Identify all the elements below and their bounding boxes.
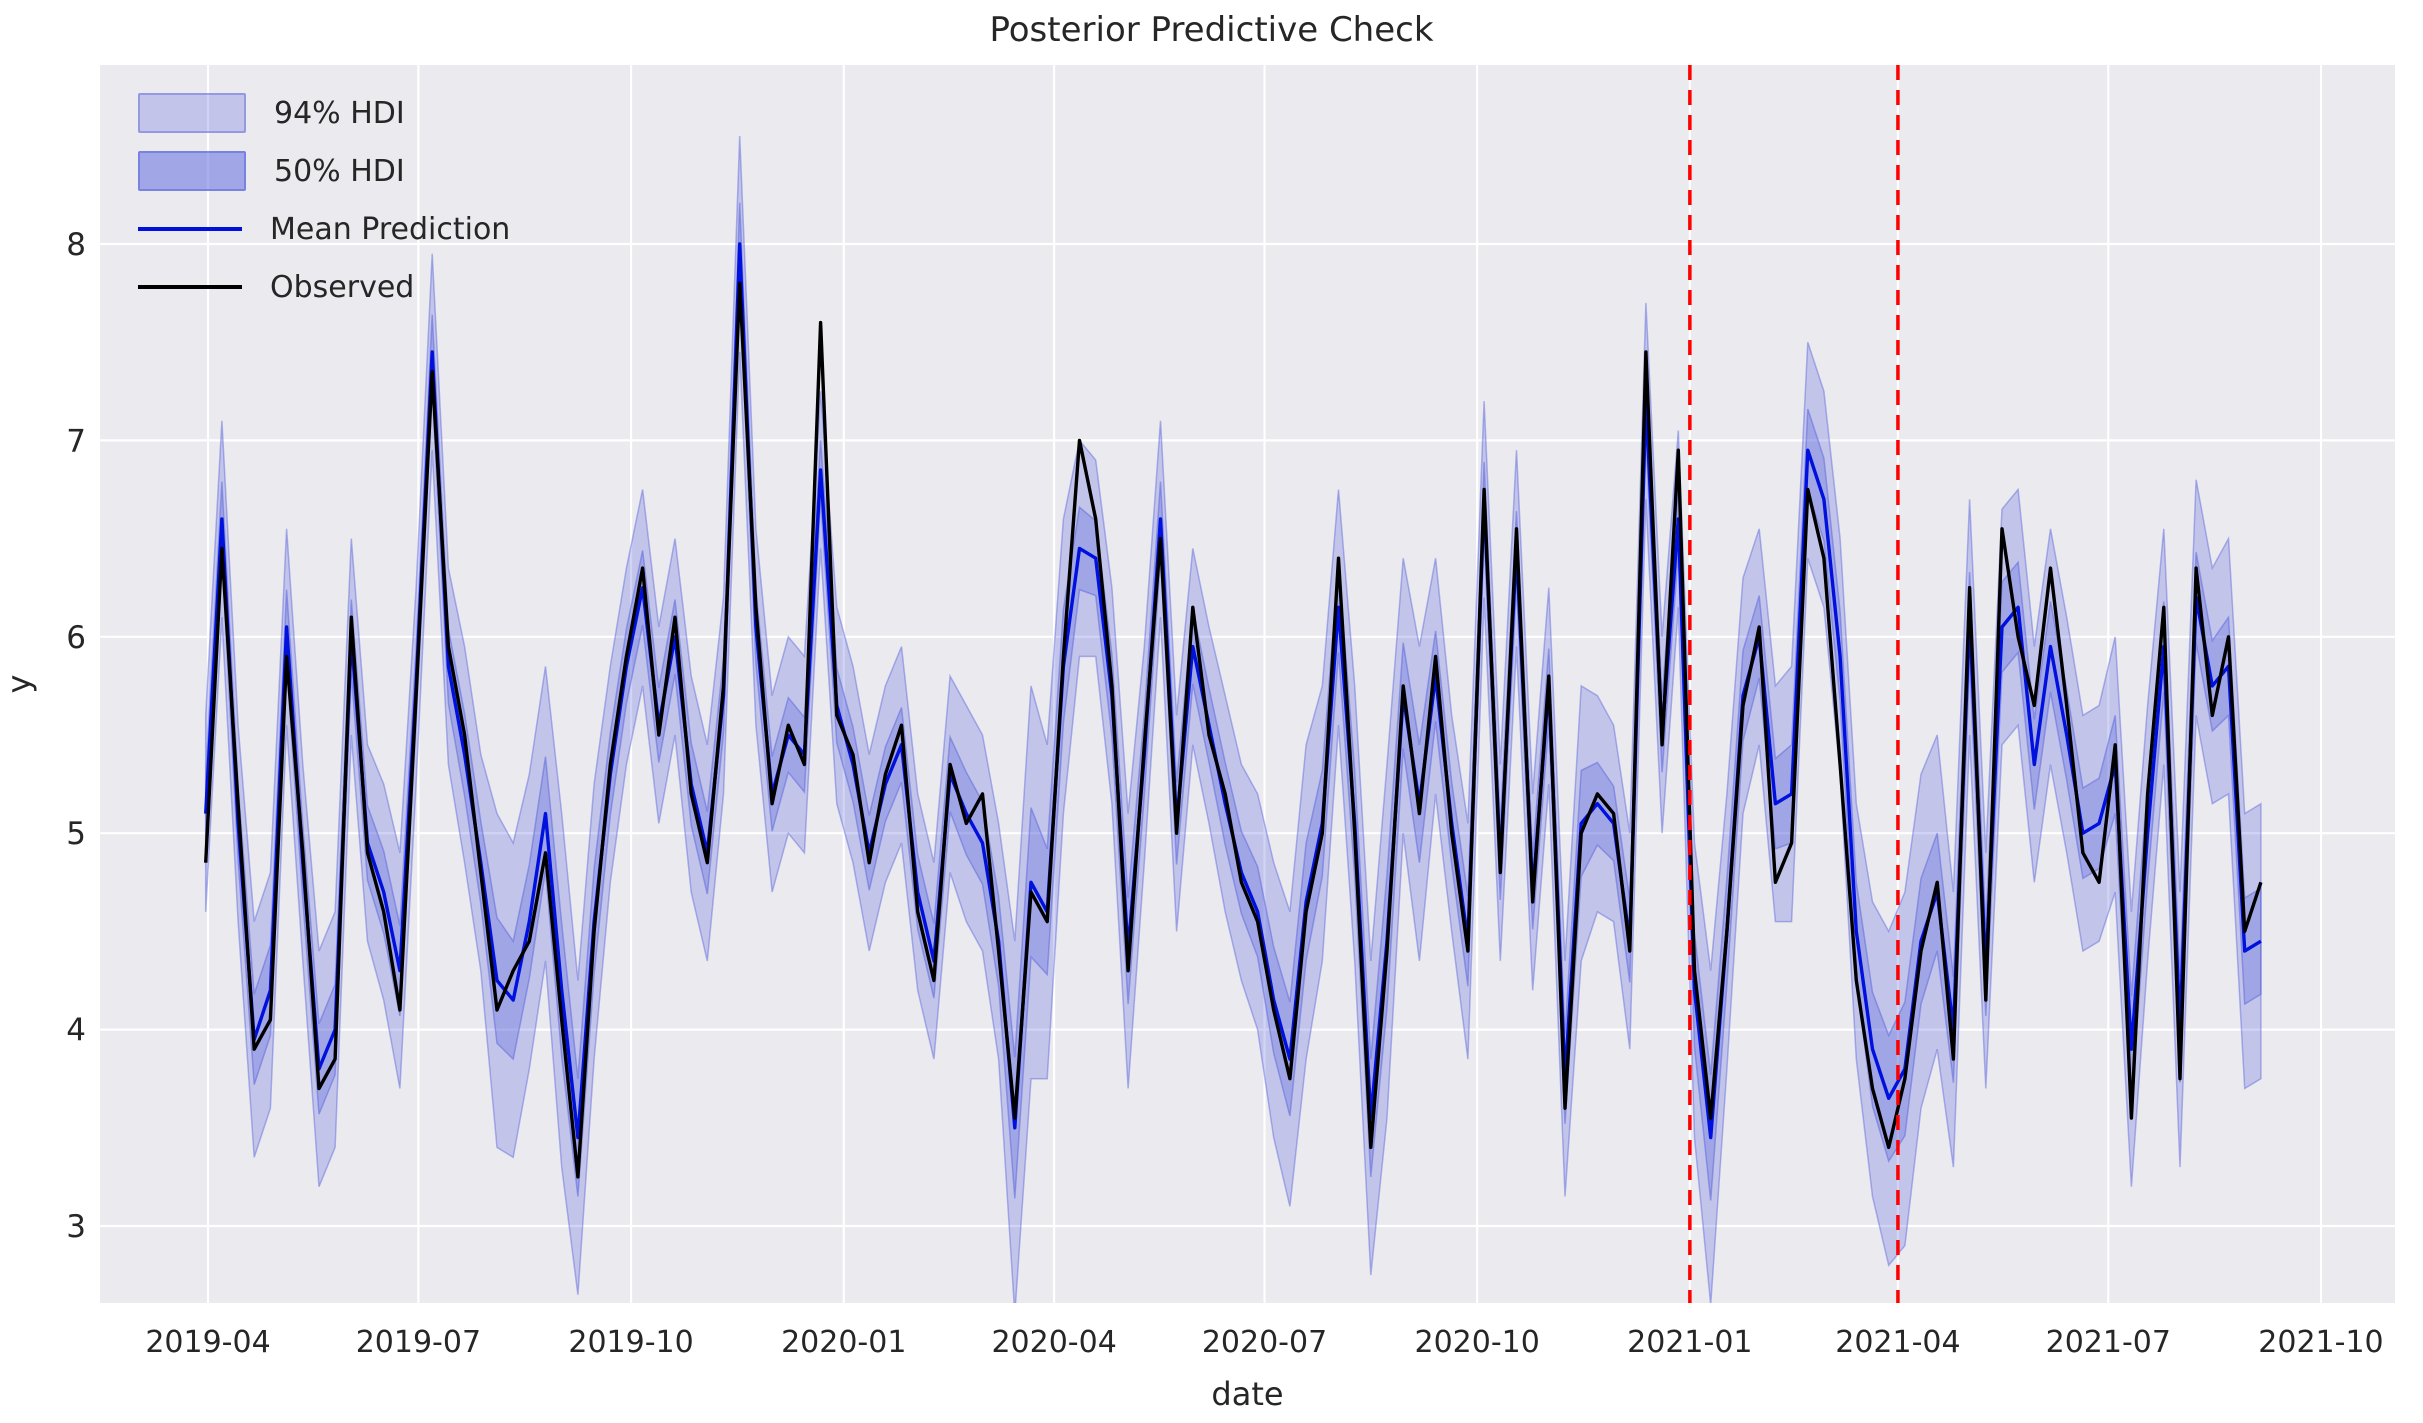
legend-label-mean: Mean Prediction — [270, 211, 511, 247]
x-tick-label: 2021-07 — [2046, 1325, 2171, 1360]
x-tick-label: 2020-01 — [781, 1325, 906, 1360]
y-tick-label: 5 — [66, 816, 86, 852]
x-tick-label: 2021-01 — [1627, 1325, 1752, 1360]
x-tick-label: 2020-04 — [991, 1325, 1116, 1360]
x-tick-label: 2020-10 — [1414, 1325, 1539, 1360]
y-tick-label: 7 — [66, 423, 86, 459]
legend-label-observed: Observed — [270, 269, 415, 305]
mean-line-swatch — [138, 227, 242, 231]
x-tick-label: 2019-10 — [568, 1325, 693, 1360]
x-tick-label: 2019-07 — [356, 1325, 481, 1360]
legend-item-mean: Mean Prediction — [138, 200, 510, 258]
legend-label-hdi94: 94% HDI — [274, 95, 405, 131]
y-tick-label: 8 — [66, 227, 86, 263]
y-tick-label: 3 — [66, 1209, 86, 1245]
legend-item-observed: Observed — [138, 258, 510, 316]
legend-item-hdi94: 94% HDI — [138, 84, 510, 142]
observed-line — [204, 281, 2263, 1179]
y-axis-label: y — [0, 675, 38, 694]
legend: 94% HDI 50% HDI Mean Prediction Observed — [138, 84, 510, 316]
hdi-50-band — [204, 202, 2262, 1201]
chart-title: Posterior Predictive Check — [989, 10, 1434, 50]
hdi94-swatch — [138, 93, 246, 133]
observed-line-swatch — [138, 285, 242, 289]
legend-label-hdi50: 50% HDI — [274, 153, 405, 189]
x-tick-label: 2019-04 — [145, 1325, 270, 1360]
x-tick-label: 2021-10 — [2258, 1325, 2383, 1360]
y-tick-label: 4 — [66, 1013, 86, 1049]
x-axis-label: date — [1211, 1375, 1283, 1413]
x-tick-label: 2021-04 — [1835, 1325, 1960, 1360]
plot-area — [100, 65, 2395, 1303]
y-tick-label: 6 — [66, 620, 86, 656]
x-tick-label: 2020-07 — [1202, 1325, 1327, 1360]
hdi50-swatch — [138, 151, 246, 191]
legend-item-hdi50: 50% HDI — [138, 142, 510, 200]
